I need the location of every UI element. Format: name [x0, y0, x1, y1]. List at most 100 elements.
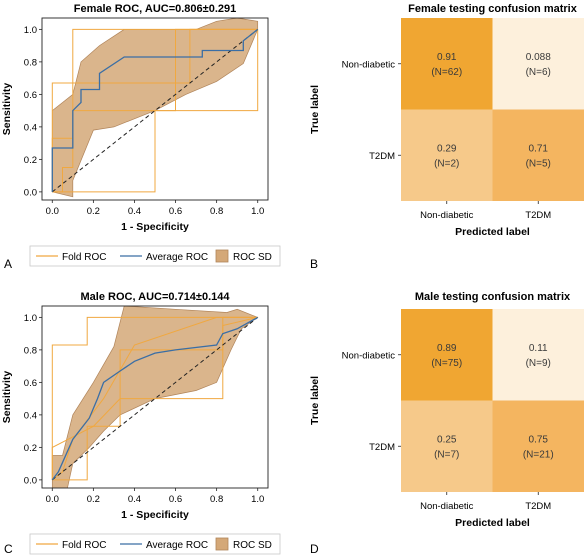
y-axis-label: Sensitivity	[1, 83, 13, 136]
plot-area	[51, 18, 259, 198]
x-tick-label: 0.4	[128, 494, 141, 505]
average-roc-line	[51, 316, 259, 481]
y-tick-label: 0.0	[24, 187, 37, 198]
cell-value: 0.89	[437, 343, 457, 354]
matrix-cell	[492, 309, 584, 401]
matrix-cell	[401, 309, 493, 401]
cell-count: (N=5)	[526, 158, 551, 169]
cell-count: (N=6)	[526, 67, 551, 78]
x-tick-label: 0.8	[210, 494, 223, 505]
male-confusion-matrix: Male testing confusion matrix 0.89 (N=75) 0…	[309, 291, 584, 529]
chart-title: Female ROC, AUC=0.806±0.291	[74, 3, 236, 15]
matrix-cell	[492, 400, 584, 492]
y-axis-label: True label	[309, 376, 321, 425]
fold-roc-line-3	[51, 316, 258, 480]
chance-diagonal	[51, 28, 259, 193]
x-tick-label: 0.6	[169, 494, 182, 505]
chance-diagonal	[51, 316, 259, 481]
y-tick-label: Non-diabetic	[342, 59, 396, 70]
cell-count: (N=2)	[434, 158, 459, 169]
panel-label-d: D	[310, 542, 319, 556]
cell-count: (N=21)	[523, 449, 554, 460]
y-axis-label: True label	[309, 85, 321, 134]
chart-title: Male testing confusion matrix	[415, 291, 571, 303]
plot-frame	[41, 305, 269, 489]
cell-count: (N=62)	[431, 67, 462, 78]
roc-sd-band	[51, 18, 259, 198]
roc-sd-band	[51, 306, 259, 488]
y-tick-label: T2DM	[369, 151, 395, 162]
fold-roc-line-2	[52, 316, 258, 481]
y-tick-label: T2DM	[369, 442, 395, 453]
y-tick-label: 1.0	[24, 25, 37, 36]
roc-sd-swatch	[215, 249, 229, 263]
roc-sd-swatch	[215, 537, 229, 551]
matrix-cell	[492, 109, 584, 201]
y-tick-label: 1.0	[24, 313, 37, 324]
cell-count: (N=9)	[526, 358, 551, 369]
y-axis-label: Sensitivity	[1, 371, 13, 424]
x-tick-label: Non-diabetic	[420, 501, 474, 512]
panel-label-a: A	[4, 257, 12, 271]
x-tick-label: 0.8	[210, 206, 223, 217]
x-tick-label: 0.4	[128, 206, 141, 217]
y-tick-label: Non-diabetic	[342, 350, 396, 361]
matrix-cell	[401, 18, 493, 110]
y-tick-label: 0.4	[24, 122, 37, 133]
fold-roc-line-4	[51, 316, 258, 481]
x-axis-label: 1 - Specificity	[121, 509, 189, 521]
chart-title: Female testing confusion matrix	[408, 3, 578, 15]
cell-value: 0.75	[529, 434, 549, 445]
legend-fold-label: Fold ROC	[62, 252, 106, 263]
y-tick-label: 0.8	[24, 57, 37, 68]
chart-title: Male ROC, AUC=0.714±0.144	[80, 291, 230, 303]
x-tick-label: 0.0	[46, 494, 59, 505]
legend-male: Fold ROC Average ROC ROC SD	[29, 533, 281, 555]
x-axis-label: Predicted label	[455, 517, 530, 529]
male-roc-chart: Male ROC, AUC=0.714±0.144 0.0 0.2 0.4 0.6 0.8…	[1, 291, 269, 521]
average-roc-line	[51, 28, 259, 192]
cell-count: (N=7)	[434, 449, 459, 460]
y-tick-label: 0.4	[24, 410, 37, 421]
matrix-cell	[492, 18, 584, 110]
legend-sd-label: ROC SD	[233, 540, 272, 551]
female-confusion-matrix: Female testing confusion matrix 0.91 (N=62…	[309, 3, 584, 238]
panel-label-b: B	[310, 257, 318, 271]
x-tick-label: 0.6	[169, 206, 182, 217]
y-tick-label: 0.2	[24, 155, 37, 166]
matrix-cell	[401, 400, 493, 492]
cell-value: 0.91	[437, 52, 457, 63]
female-roc-chart: Female ROC, AUC=0.806±0.291 0.0 0.2 0.4 0.6 0…	[1, 3, 269, 233]
x-tick-label: 1.0	[251, 494, 264, 505]
panel-label-c: C	[4, 542, 13, 556]
x-axis-label: Predicted label	[455, 226, 530, 238]
y-tick-label: 0.0	[24, 475, 37, 486]
fold-roc-line-1	[51, 316, 258, 480]
cell-value: 0.29	[437, 143, 457, 154]
legend-average-label: Average ROC	[146, 540, 208, 551]
cell-count: (N=75)	[431, 358, 462, 369]
legend-average-label: Average ROC	[146, 252, 208, 263]
cell-value: 0.088	[526, 52, 551, 63]
x-tick-label: 0.0	[46, 206, 59, 217]
x-tick-label: T2DM	[525, 501, 551, 512]
cell-value: 0.71	[529, 143, 549, 154]
y-tick-label: 0.2	[24, 443, 37, 454]
legend-sd-label: ROC SD	[233, 252, 272, 263]
legend-female: Fold ROC Average ROC ROC SD	[29, 245, 281, 267]
x-tick-label: T2DM	[525, 210, 551, 221]
legend-fold-label: Fold ROC	[62, 540, 106, 551]
x-axis-label: 1 - Specificity	[121, 221, 189, 233]
x-tick-label: 0.2	[87, 206, 100, 217]
x-tick-label: 0.2	[87, 494, 100, 505]
y-tick-label: 0.6	[24, 378, 37, 389]
matrix-cell	[401, 109, 493, 201]
cell-value: 0.25	[437, 434, 457, 445]
y-tick-label: 0.6	[24, 90, 37, 101]
plot-frame	[41, 17, 269, 201]
x-tick-label: 1.0	[251, 206, 264, 217]
x-tick-label: Non-diabetic	[420, 210, 474, 221]
cell-value: 0.11	[529, 343, 548, 354]
y-tick-label: 0.8	[24, 345, 37, 356]
